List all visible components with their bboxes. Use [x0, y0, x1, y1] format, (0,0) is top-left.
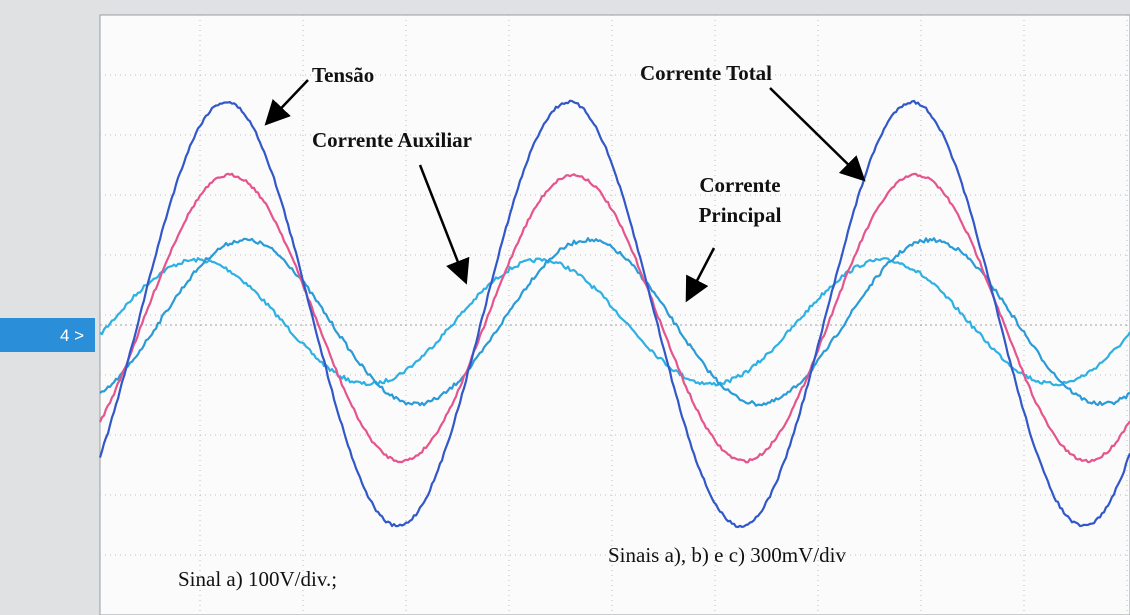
label-corrente-principal: Corrente [699, 173, 780, 197]
caption: Sinais a), b) e c) 300mV/div [608, 543, 846, 567]
label-corrente-total: Corrente Total [640, 61, 772, 85]
label-corrente-auxiliar: Corrente Auxiliar [312, 128, 472, 152]
label-corrente-principal: Principal [699, 203, 782, 227]
caption: Sinal a) 100V/div.; [178, 567, 337, 591]
channel-marker: 4 > [60, 326, 84, 345]
oscilloscope-screen: 4 > Tensão Corrente Total Corrente Auxil… [0, 0, 1130, 615]
label-tensao: Tensão [312, 63, 374, 87]
